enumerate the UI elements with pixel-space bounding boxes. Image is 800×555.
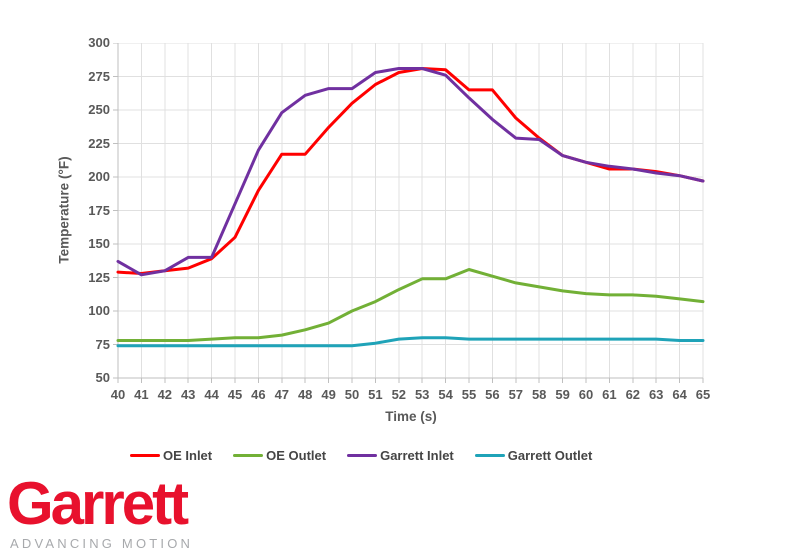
y-tick-label: 125 <box>88 269 110 285</box>
legend-item-oe-inlet: OE Inlet <box>130 448 212 463</box>
legend-line-swatch <box>233 453 264 458</box>
legend-line-swatch <box>474 453 505 458</box>
chart-legend: OE Inlet OE Outlet Garrett Inlet Garrett Ou… <box>130 448 592 463</box>
x-tick-label: 44 <box>204 387 219 402</box>
x-tick-label: 49 <box>321 387 336 402</box>
x-tick-label: 48 <box>297 387 313 402</box>
x-tick-label: 51 <box>368 387 383 402</box>
y-tick-label: 275 <box>88 68 110 84</box>
x-tick-label: 55 <box>461 387 477 402</box>
x-tick-label: 53 <box>414 387 430 402</box>
legend-label: OE Outlet <box>266 448 327 463</box>
y-tick-label: 300 <box>88 35 110 50</box>
legend-item-garrett-inlet: Garrett Inlet <box>347 448 454 463</box>
y-axis-title: Temperature (°F) <box>56 156 72 264</box>
logo-wordmark: Garrett <box>7 470 189 537</box>
x-tick-label: 63 <box>648 387 664 402</box>
garrett-logo: Garrett ADVANCING MOTION <box>7 470 194 552</box>
legend-item-oe-outlet: OE Outlet <box>233 448 326 463</box>
series-line-oe-outlet <box>116 268 705 342</box>
y-tick-label: 175 <box>88 202 110 218</box>
x-tick-label: 41 <box>134 387 149 402</box>
y-tick-label: 150 <box>88 236 110 251</box>
legend-item-garrett-outlet: Garrett Outlet <box>474 448 593 463</box>
y-tick-label: 250 <box>88 102 110 117</box>
line-chart-plot-area <box>113 43 705 383</box>
x-tick-label: 43 <box>180 387 196 402</box>
y-tick-label: 75 <box>95 336 110 352</box>
x-tick-label: 52 <box>391 387 407 402</box>
x-tick-label: 54 <box>438 387 453 402</box>
x-axis-title: Time (s) <box>385 409 437 424</box>
y-tick-label: 100 <box>88 303 110 318</box>
x-tick-label: 64 <box>672 387 687 402</box>
x-tick-label: 60 <box>578 387 594 402</box>
series-line-oe-inlet <box>116 67 705 275</box>
x-tick-label: 59 <box>555 387 570 402</box>
x-tick-label: 61 <box>602 387 617 402</box>
series-line-garrett-inlet <box>116 67 705 277</box>
x-tick-label: 50 <box>344 387 360 402</box>
x-tick-label: 46 <box>251 387 266 402</box>
y-tick-label: 200 <box>88 169 110 184</box>
legend-line-swatch <box>347 453 378 458</box>
legend-label: Garrett Outlet <box>507 448 593 463</box>
logo-tagline: ADVANCING MOTION <box>10 536 194 551</box>
legend-label: Garrett Inlet <box>380 448 454 463</box>
legend-line-swatch <box>130 453 160 458</box>
x-tick-label: 56 <box>485 387 500 402</box>
x-tick-label: 40 <box>110 387 126 402</box>
x-tick-label: 47 <box>274 387 290 402</box>
x-tick-label: 45 <box>227 387 243 402</box>
x-tick-label: 62 <box>625 387 641 402</box>
series-line-garrett-outlet <box>116 336 705 348</box>
x-tick-label: 57 <box>508 387 524 402</box>
x-tick-label: 42 <box>157 387 173 402</box>
y-tick-label: 225 <box>88 135 110 151</box>
x-tick-label: 65 <box>695 387 711 402</box>
x-tick-label: 58 <box>531 387 547 402</box>
legend-label: OE Inlet <box>163 448 213 463</box>
y-tick-label: 50 <box>95 370 110 385</box>
